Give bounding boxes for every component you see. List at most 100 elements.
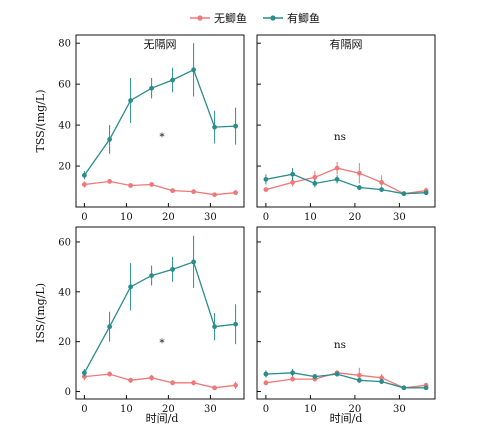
x-tick-label: 10: [120, 212, 133, 223]
data-point: [379, 379, 384, 384]
y-tick-label: 80: [58, 39, 71, 50]
y-tick-label: 20: [58, 162, 71, 173]
data-point: [356, 372, 362, 378]
data-point: [401, 385, 407, 391]
x-tick-label: 20: [162, 212, 175, 223]
x-tick-label: 30: [393, 212, 406, 223]
data-point: [379, 375, 384, 381]
series-line: [83, 261, 236, 374]
x-tick-label: 20: [349, 404, 362, 415]
data-point: [233, 382, 239, 388]
y-tick-label: 40: [58, 287, 71, 298]
series-fish: [263, 168, 429, 197]
panel-top-right: 0 10 20 30 有隔网 ns: [256, 34, 436, 223]
data-point: [423, 190, 429, 196]
data-point: [290, 376, 295, 382]
x-tick-label: 10: [304, 404, 317, 415]
x-tick-label: 0: [81, 212, 87, 223]
series-line: [265, 173, 427, 195]
series-no-fish: [82, 371, 239, 391]
series-line: [84, 373, 236, 389]
y-tick-label: 60: [58, 237, 71, 248]
x-tick-label: 20: [162, 404, 175, 415]
data-point: [82, 182, 87, 187]
legend-label-fish: 有鲫鱼: [287, 11, 320, 25]
data-point: [82, 172, 87, 178]
x-tick-label: 10: [304, 212, 317, 223]
data-point: [290, 171, 295, 177]
x-tick-label: 0: [263, 212, 269, 223]
data-point: [233, 321, 239, 327]
data-point: [107, 371, 112, 377]
data-point: [128, 98, 134, 103]
data-point: [401, 191, 407, 197]
x-tick-label: 20: [349, 212, 362, 223]
data-point: [233, 123, 239, 129]
data-point: [212, 192, 218, 198]
y-axis-label: ISS/(mg/L): [34, 283, 47, 343]
significance-label: *: [159, 131, 165, 143]
data-point: [312, 181, 318, 186]
series-line: [265, 372, 427, 389]
data-point: [149, 375, 155, 381]
data-point: [191, 380, 197, 386]
x-axis-label: 时间/d: [146, 412, 179, 425]
data-point: [233, 190, 239, 196]
data-point: [356, 170, 362, 176]
data-point: [149, 85, 155, 91]
data-point: [312, 174, 318, 180]
data-point: [263, 176, 269, 182]
data-point: [107, 137, 112, 142]
data-point: [107, 179, 112, 184]
panel-bottom-left: 0 10 20 30 0 20 40 60 * ISS/(mg/L) 时间/d: [34, 226, 245, 425]
data-point: [212, 324, 218, 330]
data-point: [263, 187, 269, 192]
panel-title: 无隔网: [144, 38, 177, 51]
data-point: [128, 377, 134, 383]
data-point: [170, 77, 176, 83]
data-point: [290, 370, 295, 376]
panel-top-left: 0 10 20 30 20 40 60 80 无隔网 * TSS/(mg/L): [34, 34, 245, 223]
x-tick-label: 0: [81, 404, 87, 415]
series-no-fish: [82, 179, 239, 198]
data-point: [334, 371, 340, 377]
x-axis-label: 时间/d: [330, 412, 363, 425]
y-tick-label: 60: [58, 80, 71, 91]
series-line: [84, 180, 236, 196]
x-tick-label: 0: [263, 404, 269, 415]
data-point: [82, 370, 87, 376]
plot-frame: [256, 226, 436, 400]
data-point: [149, 273, 155, 279]
data-point: [191, 67, 197, 73]
data-point: [128, 183, 134, 188]
legend: 无鲫鱼 有鲫鱼: [190, 11, 320, 25]
series-line: [83, 68, 236, 176]
legend-item-no-fish: 无鲫鱼: [190, 11, 247, 25]
significance-label: *: [159, 337, 165, 349]
legend-label-no-fish: 无鲫鱼: [214, 11, 247, 25]
data-point: [170, 266, 176, 272]
legend-marker-no-fish: [197, 15, 203, 21]
data-point: [356, 185, 362, 190]
plot-frame: [75, 226, 245, 400]
data-point: [263, 380, 269, 386]
series-no-fish: [263, 161, 429, 197]
y-axis-label: TSS/(mg/L): [34, 90, 47, 153]
plot-frame: [256, 34, 436, 208]
significance-label: ns: [334, 131, 346, 143]
y-tick-label: 0: [65, 387, 71, 398]
x-tick-label: 30: [393, 404, 406, 415]
data-point: [263, 371, 269, 377]
legend-item-fish: 有鲫鱼: [263, 11, 320, 25]
data-point: [107, 324, 112, 330]
series-fish: [82, 43, 239, 180]
data-point: [170, 380, 176, 386]
panel-title: 有隔网: [330, 37, 363, 51]
data-point: [334, 165, 340, 171]
data-point: [379, 180, 384, 185]
data-point: [356, 377, 362, 383]
data-point: [290, 180, 295, 185]
significance-label: ns: [334, 339, 346, 351]
data-point: [212, 385, 218, 391]
